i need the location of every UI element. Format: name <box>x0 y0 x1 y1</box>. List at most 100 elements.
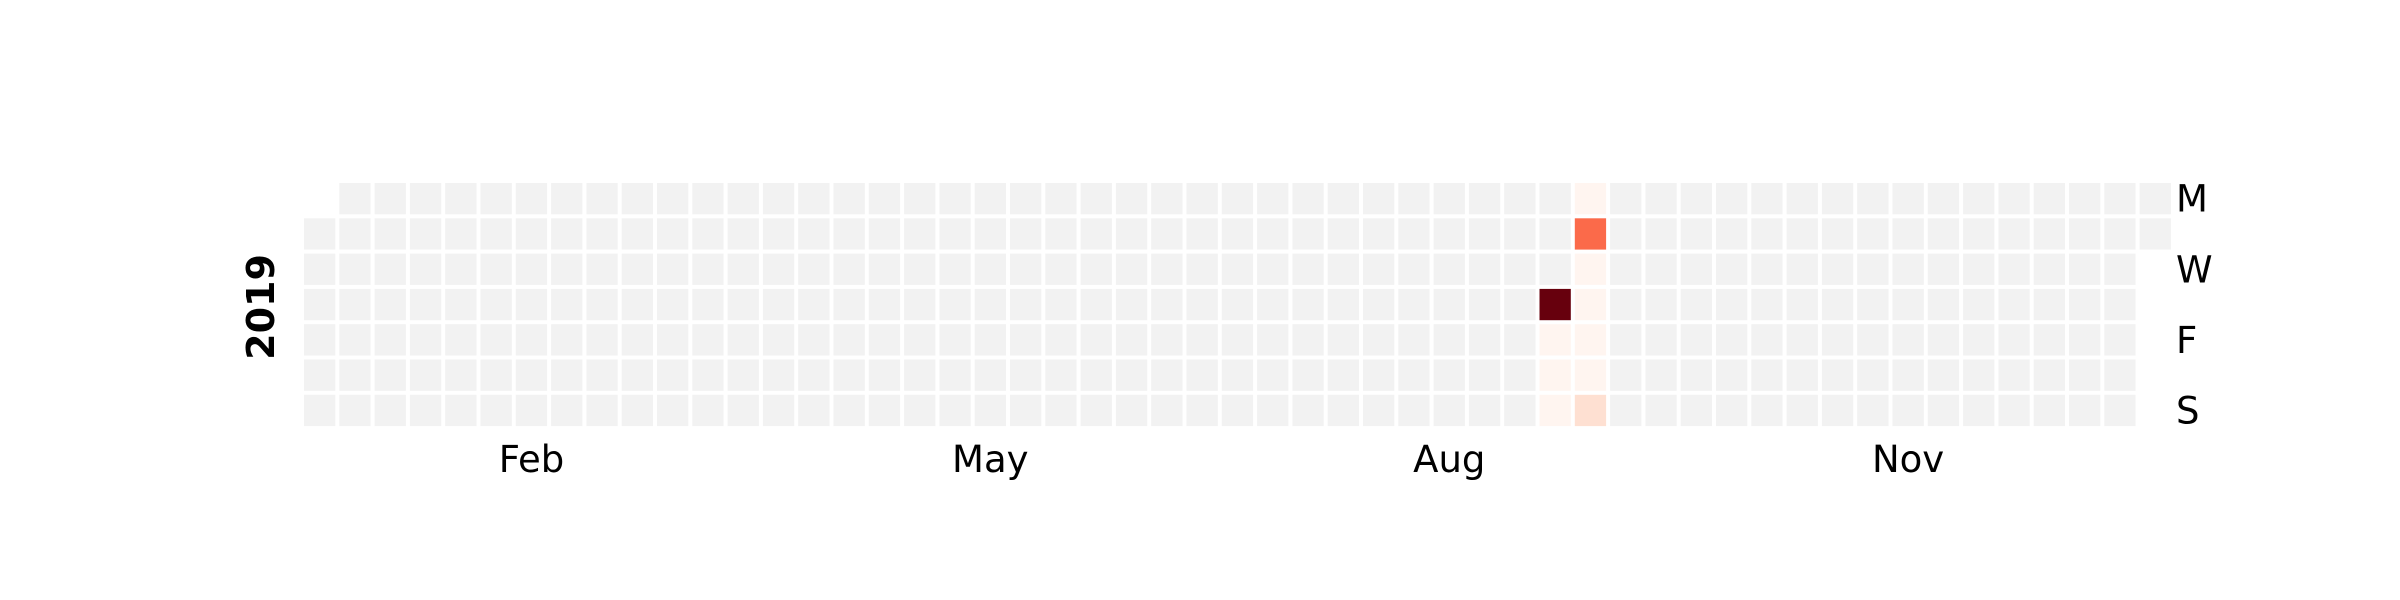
heatmap-cell <box>904 218 936 250</box>
heatmap-cell <box>1821 324 1854 356</box>
heatmap-cell <box>339 253 371 285</box>
heatmap-cell <box>762 218 795 250</box>
heatmap-cell <box>1186 253 1218 285</box>
heatmap-cell <box>1645 218 1677 250</box>
heatmap-cell <box>621 359 653 391</box>
heatmap-cell <box>1468 288 1501 321</box>
heatmap-cell <box>2104 288 2136 321</box>
heatmap-cell <box>1645 183 1677 215</box>
heatmap-cell <box>1857 359 1889 391</box>
heatmap-cell <box>1433 253 1465 285</box>
heatmap-cell <box>1927 394 1960 427</box>
heatmap-cell <box>1892 183 1924 215</box>
heatmap-cell <box>798 324 830 356</box>
heatmap-cell <box>1751 324 1783 356</box>
heatmap-cell <box>1221 288 1254 321</box>
heatmap-cell <box>1433 324 1465 356</box>
heatmap-cell <box>1115 218 1148 250</box>
heatmap-cell <box>409 288 442 321</box>
heatmap-cell <box>339 183 371 215</box>
heatmap-cell <box>904 253 936 285</box>
heatmap-cell <box>1716 394 1748 427</box>
heatmap-cell <box>1751 253 1783 285</box>
heatmap-cell <box>868 288 901 321</box>
heatmap-cell <box>762 183 795 215</box>
heatmap-cell <box>974 324 1006 356</box>
heatmap-cell <box>1221 253 1254 285</box>
heatmap-cell <box>1363 359 1395 391</box>
heatmap-cell <box>2069 218 2101 250</box>
heatmap-cell <box>1151 324 1183 356</box>
heatmap-cell <box>586 183 618 215</box>
heatmap-cell <box>762 324 795 356</box>
heatmap-cell <box>833 218 865 250</box>
heatmap-cell <box>480 218 512 250</box>
heatmap-cell <box>1504 324 1536 356</box>
heatmap-cell <box>939 288 971 321</box>
heatmap-cell <box>657 253 689 285</box>
heatmap-cell <box>586 394 618 427</box>
heatmap-cell <box>621 324 653 356</box>
heatmap-cell <box>1045 253 1077 285</box>
heatmap-cell <box>868 394 901 427</box>
heatmap-cell <box>1963 324 1995 356</box>
heatmap-cell <box>1045 359 1077 391</box>
heatmap-cell <box>1892 394 1924 427</box>
heatmap-cell <box>1151 394 1183 427</box>
heatmap-cell <box>621 253 653 285</box>
heatmap-cell <box>1927 183 1960 215</box>
heatmap-cell <box>1468 253 1501 285</box>
heatmap-cell <box>1680 183 1712 215</box>
heatmap-cell <box>1539 324 1571 356</box>
heatmap-cell <box>1080 218 1112 250</box>
heatmap-cell <box>727 218 759 250</box>
heatmap-cell <box>339 288 371 321</box>
heatmap-cell <box>974 183 1006 215</box>
heatmap-cell <box>1786 183 1818 215</box>
year-label: 2019 <box>239 254 283 360</box>
heatmap-cell <box>1892 288 1924 321</box>
heatmap-cell <box>1821 394 1854 427</box>
heatmap-cell <box>1186 394 1218 427</box>
heatmap-cell <box>1292 394 1324 427</box>
heatmap-cell <box>692 324 724 356</box>
heatmap-cell <box>1080 288 1112 321</box>
heatmap-cell <box>798 218 830 250</box>
heatmap-cell <box>1963 253 1995 285</box>
heatmap-cell <box>1716 183 1748 215</box>
heatmap-cell <box>868 183 901 215</box>
heatmap-cell <box>409 253 442 285</box>
heatmap-cell <box>1680 253 1712 285</box>
heatmap-cell <box>1927 253 1960 285</box>
heatmap-cell <box>692 183 724 215</box>
heatmap-cell <box>1998 183 2030 215</box>
heatmap-cell <box>1751 288 1783 321</box>
heatmap-cell <box>692 394 724 427</box>
heatmap-cell <box>1821 183 1854 215</box>
heatmap-cell <box>1574 253 1607 285</box>
heatmap-cell <box>1786 394 1818 427</box>
heatmap-cell <box>1327 359 1359 391</box>
heatmap-cell <box>1080 324 1112 356</box>
heatmap-cell <box>1751 218 1783 250</box>
heatmap-cell <box>2033 394 2065 427</box>
heatmap-cell <box>1045 394 1077 427</box>
month-tick-label: Feb <box>499 438 565 481</box>
heatmap-cell <box>939 218 971 250</box>
heatmap-cell <box>1680 288 1712 321</box>
heatmap-cell <box>798 394 830 427</box>
heatmap-cell <box>1045 324 1077 356</box>
heatmap-cell <box>304 218 336 250</box>
heatmap-cell <box>1539 253 1571 285</box>
heatmap-cell <box>974 218 1006 250</box>
heatmap-cell <box>2104 183 2136 215</box>
heatmap-cell <box>1610 253 1642 285</box>
heatmap-cell <box>1257 324 1289 356</box>
heatmap-cell <box>833 359 865 391</box>
heatmap-cell <box>1574 324 1607 356</box>
heatmap-cell <box>1363 288 1395 321</box>
heatmap-cell <box>1115 324 1148 356</box>
heatmap-cell <box>480 253 512 285</box>
day-tick-label: W <box>2176 248 2213 291</box>
heatmap-cell <box>1221 218 1254 250</box>
